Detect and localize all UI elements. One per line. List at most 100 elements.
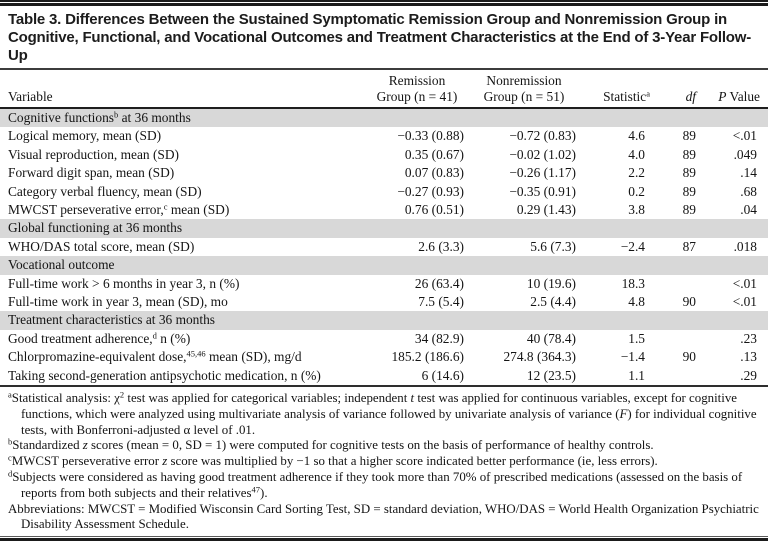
cell-df: 89	[682, 202, 696, 218]
cell-nonremission: 10 (19.6)	[526, 275, 576, 291]
text-segment: Logical memory, mean (SD)	[8, 128, 162, 144]
cell-df	[650, 367, 700, 386]
col-header-df: df	[650, 70, 700, 108]
cell-df	[650, 330, 700, 348]
cell-nonremission: −0.02 (1.02)	[509, 146, 576, 162]
table-header: Variable Remission Group (n = 41) Nonrem…	[0, 70, 768, 108]
cell-statistic: −2.4	[620, 238, 645, 254]
cell-statistic: 4.8	[628, 294, 645, 310]
superscript: 2	[119, 389, 125, 400]
italic-segment: z	[82, 438, 88, 453]
cell-nonremission: 12 (23.5)	[526, 367, 576, 383]
superscript: d	[152, 330, 157, 341]
header-line-1: Nonremission	[486, 73, 562, 88]
italic-segment: F	[619, 406, 628, 421]
cell-df: 89	[682, 146, 696, 162]
text-segment: Subjects were considered as having good …	[12, 470, 743, 500]
text-segment: Full-time work in year 3, mean (SD), mo	[8, 294, 228, 310]
cell-p: .68	[740, 183, 757, 199]
text-segment: ).	[260, 485, 268, 500]
cell-variable: Category verbal fluency, mean (SD)	[0, 183, 366, 201]
cell-p: .13	[740, 349, 757, 365]
table-bottom-rule-thick	[0, 538, 768, 542]
cell-variable: MWCST perseverative error,c mean (SD)	[0, 201, 366, 219]
col-header-nonremission-group: Nonremission Group (n = 51)	[468, 70, 580, 108]
text-segment: WHO/DAS total score, mean (SD)	[8, 238, 195, 254]
header-line-1: Remission	[388, 73, 446, 88]
italic-segment: z	[162, 454, 168, 469]
superscript: b	[114, 109, 119, 120]
section-label: Cognitive functionsb at 36 months	[0, 108, 768, 128]
data-row: Logical memory, mean (SD) −0.33 (0.88) −0.…	[0, 127, 768, 145]
cell-df	[650, 275, 700, 293]
superscript: b	[8, 436, 13, 447]
cell-remission: 0.07 (0.83)	[404, 165, 464, 181]
text-segment: MWCST perseverative error,	[8, 202, 164, 218]
data-row: Category verbal fluency, mean (SD) −0.27 …	[0, 183, 768, 201]
superscript: a	[8, 389, 12, 400]
cell-remission: 185.2 (186.6)	[391, 349, 464, 365]
cell-nonremission: 0.29 (1.43)	[516, 202, 576, 218]
cell-nonremission: 5.6 (7.3)	[530, 238, 576, 254]
cell-df: 89	[682, 128, 696, 144]
cell-remission: 26 (63.4)	[414, 275, 464, 291]
superscript: 45,46	[186, 348, 206, 359]
section-label: Vocational outcome	[0, 256, 768, 275]
italic-segment: t	[410, 391, 415, 406]
text-segment: Category verbal fluency, mean (SD)	[8, 183, 202, 199]
cell-nonremission: 274.8 (364.3)	[503, 349, 576, 365]
text-segment: Vocational outcome	[8, 257, 115, 273]
cell-p: .29	[740, 367, 757, 383]
col-header-variable: Variable	[8, 88, 53, 104]
cell-p: <.01	[732, 275, 757, 291]
section-label: Global functioning at 36 months	[0, 219, 768, 238]
cell-df: 90	[682, 349, 696, 365]
data-row: Forward digit span, mean (SD) 0.07 (0.83)…	[0, 164, 768, 182]
cell-statistic: 4.0	[628, 146, 645, 162]
statistic-label: Statistic	[603, 88, 647, 104]
outcomes-table: Variable Remission Group (n = 41) Nonrem…	[0, 70, 768, 388]
cell-variable: Full-time work in year 3, mean (SD), mo	[0, 293, 366, 311]
cell-remission: 7.5 (5.4)	[418, 294, 464, 310]
cell-statistic: 2.2	[628, 165, 645, 181]
col-header-remission-group: Remission Group (n = 41)	[366, 70, 468, 108]
cell-variable: Taking second-generation antipsychotic m…	[0, 367, 366, 386]
cell-df: 87	[682, 238, 696, 254]
data-row: Full-time work > 6 months in year 3, n (…	[0, 275, 768, 293]
text-segment: at 36 months	[118, 110, 191, 125]
table-top-rule	[0, 0, 768, 6]
cell-df: 90	[682, 294, 696, 310]
text-segment: Standardized	[12, 438, 83, 453]
cell-variable: WHO/DAS total score, mean (SD)	[0, 238, 366, 256]
section-row: Cognitive functionsb at 36 months	[0, 108, 768, 128]
superscript: c	[8, 452, 12, 463]
text-segment: mean (SD), mg/d	[205, 349, 302, 365]
footnote: Abbreviations: MWCST = Modified Wisconsi…	[8, 502, 760, 534]
table-bottom-rule-thin	[0, 536, 768, 538]
text-segment: ) for individual cognitive tests, with B…	[21, 406, 757, 437]
footnote: dSubjects were considered as having good…	[8, 468, 760, 502]
text-segment: test was applied for continuous variable…	[21, 391, 737, 421]
cell-nonremission: −0.26 (1.17)	[509, 165, 576, 181]
cell-nonremission: −0.35 (0.91)	[509, 183, 576, 199]
data-row: Taking second-generation antipsychotic m…	[0, 367, 768, 386]
superscript: d	[8, 468, 13, 479]
cell-p: <.01	[732, 294, 757, 310]
table-title: Table 3. Differences Between the Sustain…	[8, 11, 752, 64]
data-row: Visual reproduction, mean (SD) 0.35 (0.67…	[0, 146, 768, 164]
cell-statistic: −1.4	[620, 349, 645, 365]
text-segment: score was multiplied by −1 so that a hig…	[167, 454, 658, 469]
text-segment: test was applied for categorical variabl…	[124, 391, 411, 406]
col-header-p-value: P Value	[700, 70, 768, 108]
table-body: Cognitive functionsb at 36 months Logical…	[0, 108, 768, 386]
paper-table-figure: Table 3. Differences Between the Sustain…	[0, 0, 768, 542]
value-label: Value	[726, 88, 761, 104]
cell-nonremission: 40 (78.4)	[526, 330, 576, 346]
footnotes: aStatistical analysis: χ2 test was appli…	[0, 387, 768, 533]
cell-p: <.01	[732, 128, 757, 144]
cell-variable: Good treatment adherence,d n (%)	[0, 330, 366, 348]
superscript: 47	[251, 484, 261, 495]
cell-variable: Full-time work > 6 months in year 3, n (…	[0, 275, 366, 293]
text-segment: Visual reproduction, mean (SD)	[8, 146, 179, 162]
text-segment: Statistical analysis: χ	[11, 391, 120, 406]
